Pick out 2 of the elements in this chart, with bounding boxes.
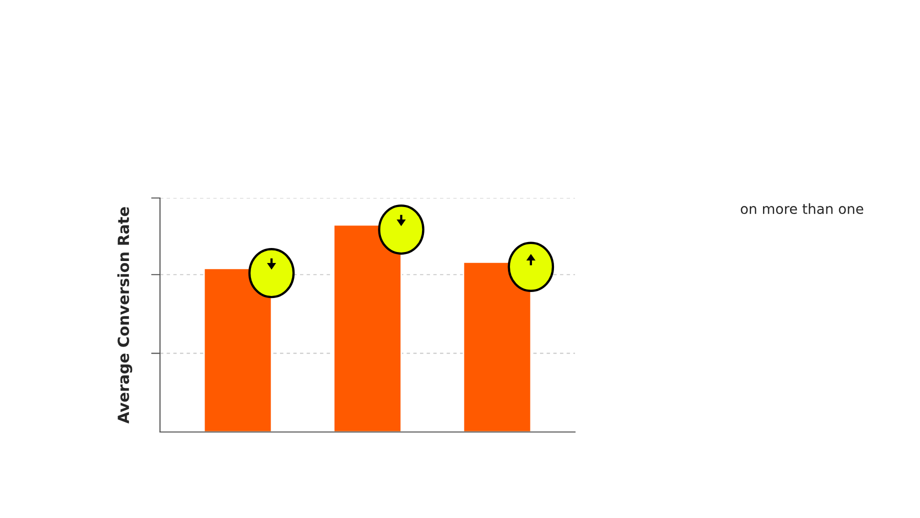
text: on more than one	[740, 203, 864, 214]
y-axis-title: Average Conversion Rate	[117, 207, 132, 424]
